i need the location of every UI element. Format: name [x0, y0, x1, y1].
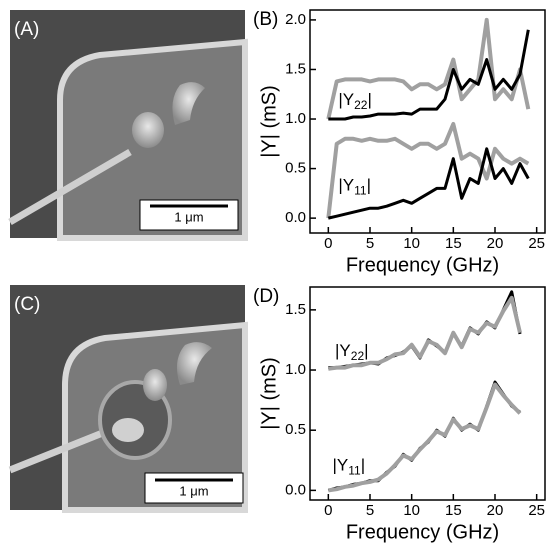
- y-tick-label: 0.5: [285, 160, 306, 177]
- y-tick-label: 2.0: [285, 11, 306, 28]
- y-tick-label: 1.5: [285, 60, 306, 77]
- plot-frame: [309, 286, 546, 501]
- panel-label: (C): [14, 294, 40, 315]
- annotation: |Y11|: [338, 176, 371, 198]
- x-tick-label: 10: [403, 235, 420, 252]
- annotation-part: |Y: [335, 341, 351, 360]
- x-tick-label: 15: [445, 502, 462, 519]
- data-line: [328, 295, 522, 371]
- scale-bar-label: 1 μm: [179, 483, 208, 498]
- x-tick-label: 25: [528, 502, 545, 519]
- data-line: [326, 17, 531, 120]
- annotation-part: 22: [354, 98, 368, 112]
- x-tick-label: 0: [324, 235, 332, 252]
- x-axis-label: Frequency (GHz): [346, 521, 499, 543]
- x-tick-label: 0: [324, 502, 332, 519]
- annotation: |Y22|: [335, 341, 369, 363]
- data-line: [327, 147, 530, 220]
- annotation: |Y11|: [333, 456, 366, 478]
- annotation-part: |Y: [333, 456, 349, 475]
- y-tick-label: 0.5: [285, 421, 306, 438]
- annotation-part: 22: [351, 349, 365, 363]
- y-tick-label: 1.0: [285, 361, 306, 378]
- x-tick-label: 5: [366, 235, 374, 252]
- data-line: [326, 122, 530, 219]
- x-tick-label: 15: [445, 235, 462, 252]
- annotation-part: |: [367, 176, 371, 195]
- x-tick-label: 20: [487, 235, 504, 252]
- annotation-part: |: [361, 456, 365, 475]
- y-tick-label: 1.5: [285, 301, 306, 318]
- y-tick-label: 1.0: [285, 110, 306, 127]
- annotation-part: 11: [354, 184, 367, 198]
- y-axis-label: |Y| (mS): [258, 357, 280, 430]
- x-tick-label: 20: [487, 502, 504, 519]
- sem-image-a: 1 μm (A): [8, 10, 248, 241]
- scale-bar-label: 1 μm: [174, 209, 203, 224]
- panel-label: (B): [253, 9, 278, 30]
- annotation-part: |: [367, 91, 371, 110]
- x-tick-label: 10: [403, 502, 420, 519]
- x-tick-label: 5: [366, 502, 374, 519]
- y-tick-label: 0.0: [285, 209, 306, 226]
- annotation-part: |Y: [338, 176, 354, 195]
- plot-frame: [309, 9, 546, 234]
- x-axis-label: Frequency (GHz): [346, 254, 499, 276]
- annotation-part: |: [364, 341, 368, 360]
- annotation-part: 11: [348, 463, 361, 477]
- annotation: |Y22|: [338, 91, 372, 113]
- panel-label: (A): [14, 19, 39, 40]
- data-line: [328, 29, 530, 121]
- data-line: [328, 382, 522, 493]
- sem-image-c: 1 μm (C): [8, 285, 248, 513]
- y-tick-label: 0.0: [285, 481, 306, 498]
- x-tick-label: 25: [528, 235, 545, 252]
- y-axis-label: |Y| (mS): [258, 85, 280, 158]
- annotation-part: |Y: [338, 91, 354, 110]
- panel-label: (D): [253, 286, 279, 307]
